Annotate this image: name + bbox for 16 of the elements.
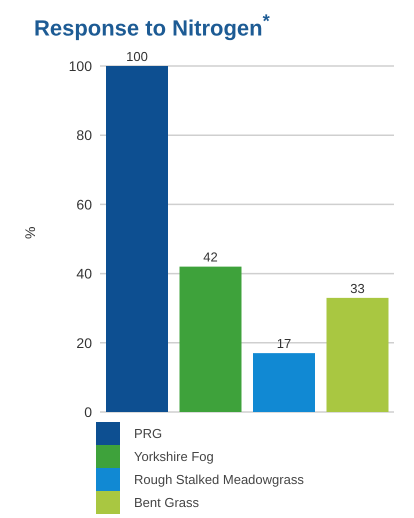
legend-label: Bent Grass — [134, 495, 200, 510]
y-tick-label: 60 — [76, 196, 92, 212]
data-label: 33 — [350, 280, 365, 296]
legend-label: PRG — [134, 426, 162, 441]
legend-label: Yorkshire Fog — [134, 449, 214, 464]
y-tick-label: 80 — [76, 127, 92, 144]
data-label: 17 — [276, 336, 292, 352]
y-tick-label: 20 — [76, 334, 92, 351]
y-tick-label: 0 — [84, 404, 92, 420]
data-label: 100 — [126, 49, 148, 64]
y-tick-label: 100 — [68, 58, 92, 74]
data-label: 42 — [203, 250, 218, 265]
legend-label: Rough Stalked Meadowgrass — [134, 472, 304, 487]
y-axis-title: % — [22, 226, 38, 239]
chart-title: Response to Nitrogen$^{*}$ — [34, 10, 271, 42]
y-tick-label: 40 — [76, 266, 92, 282]
